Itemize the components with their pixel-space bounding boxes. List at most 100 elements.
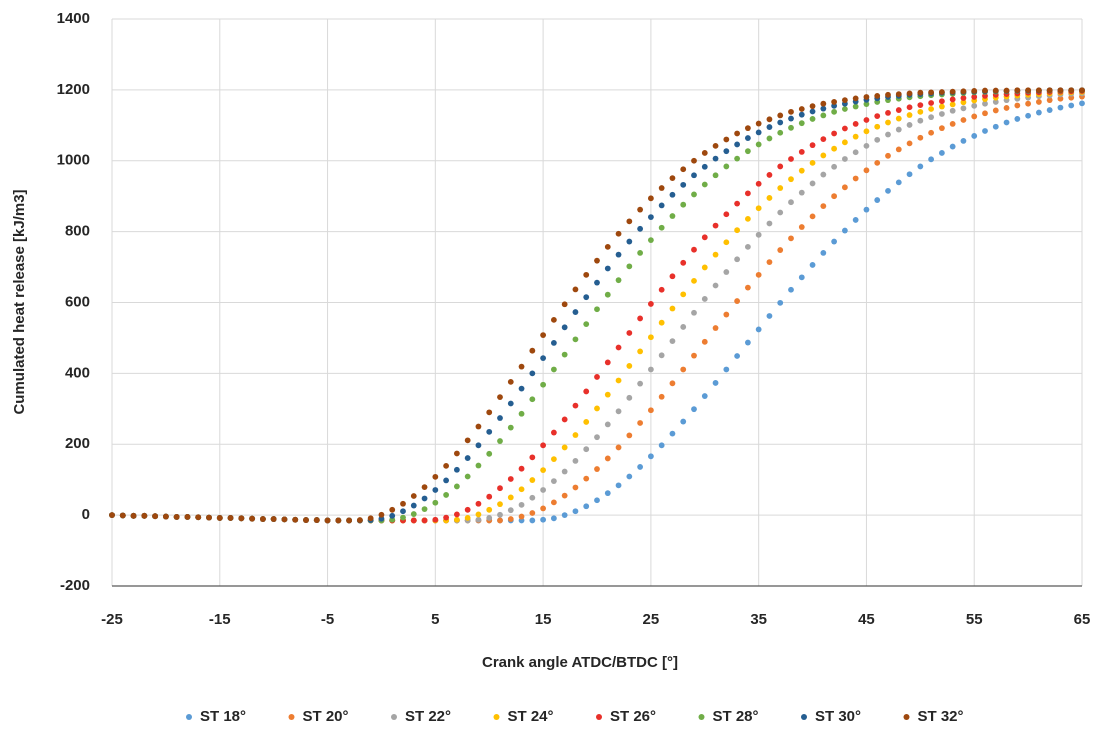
data-point bbox=[723, 269, 730, 275]
data-point bbox=[1057, 104, 1064, 111]
data-point bbox=[550, 478, 557, 485]
data-point bbox=[583, 388, 590, 395]
data-point bbox=[938, 89, 945, 95]
data-point bbox=[691, 277, 697, 284]
data-point bbox=[195, 514, 202, 521]
data-point bbox=[960, 95, 967, 101]
data-point bbox=[1025, 112, 1032, 119]
data-point bbox=[507, 516, 514, 522]
data-point bbox=[658, 224, 665, 231]
data-point bbox=[626, 473, 633, 480]
data-point bbox=[529, 510, 536, 516]
data-point bbox=[852, 103, 859, 110]
data-point bbox=[152, 513, 159, 520]
data-point bbox=[788, 115, 794, 122]
data-point bbox=[809, 159, 816, 166]
data-point bbox=[356, 517, 363, 523]
data-point bbox=[626, 363, 633, 369]
data-point bbox=[529, 517, 536, 524]
data-point bbox=[820, 112, 827, 119]
data-point bbox=[594, 405, 600, 412]
data-point bbox=[744, 135, 751, 141]
data-point bbox=[637, 420, 644, 426]
data-point bbox=[820, 100, 827, 107]
data-point bbox=[561, 301, 568, 308]
data-point bbox=[906, 104, 913, 111]
data-point bbox=[637, 464, 644, 470]
data-point bbox=[755, 141, 762, 148]
data-point bbox=[809, 116, 816, 122]
data-point bbox=[723, 211, 730, 218]
data-point bbox=[1035, 99, 1042, 105]
data-point bbox=[583, 321, 590, 328]
data-point bbox=[313, 517, 320, 523]
data-point bbox=[464, 455, 471, 461]
data-point bbox=[906, 140, 913, 147]
data-point bbox=[874, 197, 881, 203]
data-point bbox=[755, 326, 762, 333]
data-point bbox=[798, 148, 805, 155]
data-point bbox=[723, 239, 730, 246]
data-point bbox=[820, 152, 827, 159]
data-point bbox=[658, 352, 665, 359]
legend-label: ST 24° bbox=[508, 708, 554, 725]
data-point bbox=[895, 115, 902, 122]
data-point bbox=[421, 517, 428, 524]
data-point bbox=[701, 234, 708, 241]
data-point bbox=[637, 380, 644, 387]
data-point bbox=[594, 279, 600, 286]
data-point bbox=[1025, 87, 1032, 94]
data-point bbox=[604, 359, 611, 366]
x-tick-label: 45 bbox=[858, 611, 875, 628]
data-point bbox=[540, 381, 547, 388]
data-point bbox=[1014, 102, 1021, 109]
data-point bbox=[788, 176, 794, 183]
data-point bbox=[680, 201, 687, 208]
data-point bbox=[594, 497, 600, 504]
data-point bbox=[831, 163, 838, 170]
data-point bbox=[992, 99, 999, 105]
data-point bbox=[734, 155, 741, 162]
y-tick-label: 1200 bbox=[57, 81, 90, 98]
data-point bbox=[885, 131, 891, 138]
data-point bbox=[594, 466, 600, 472]
data-point bbox=[734, 227, 741, 234]
data-point bbox=[798, 106, 805, 112]
data-point bbox=[432, 499, 439, 506]
x-tick-label: 35 bbox=[750, 611, 767, 628]
data-point bbox=[788, 124, 794, 131]
data-point bbox=[982, 87, 988, 94]
data-point bbox=[1068, 102, 1075, 109]
data-point bbox=[874, 159, 881, 166]
y-axis-title: Cumulated heat release [kJ/m3] bbox=[11, 189, 28, 414]
data-point bbox=[701, 150, 708, 156]
data-point bbox=[863, 206, 870, 213]
data-point bbox=[540, 355, 547, 362]
data-point bbox=[658, 393, 665, 400]
data-point bbox=[119, 512, 126, 519]
data-point bbox=[680, 418, 687, 425]
data-point bbox=[270, 516, 277, 522]
data-point bbox=[475, 511, 482, 518]
data-point bbox=[421, 484, 428, 491]
data-point bbox=[723, 148, 730, 155]
data-point bbox=[572, 432, 579, 438]
data-point bbox=[712, 155, 719, 162]
data-point bbox=[831, 193, 838, 200]
data-point bbox=[701, 264, 708, 271]
data-point bbox=[852, 175, 859, 182]
data-point bbox=[917, 108, 924, 115]
data-point bbox=[518, 465, 525, 472]
legend-label: ST 18° bbox=[200, 708, 246, 725]
data-point bbox=[841, 139, 848, 146]
data-point bbox=[647, 214, 654, 220]
data-point bbox=[885, 110, 891, 116]
data-point bbox=[497, 501, 503, 508]
data-point bbox=[906, 171, 913, 178]
data-point bbox=[928, 100, 935, 106]
x-tick-label: 15 bbox=[535, 611, 552, 628]
data-point bbox=[982, 100, 988, 107]
legend-label: ST 30° bbox=[815, 708, 861, 725]
data-point bbox=[669, 305, 676, 312]
data-point bbox=[346, 517, 353, 524]
